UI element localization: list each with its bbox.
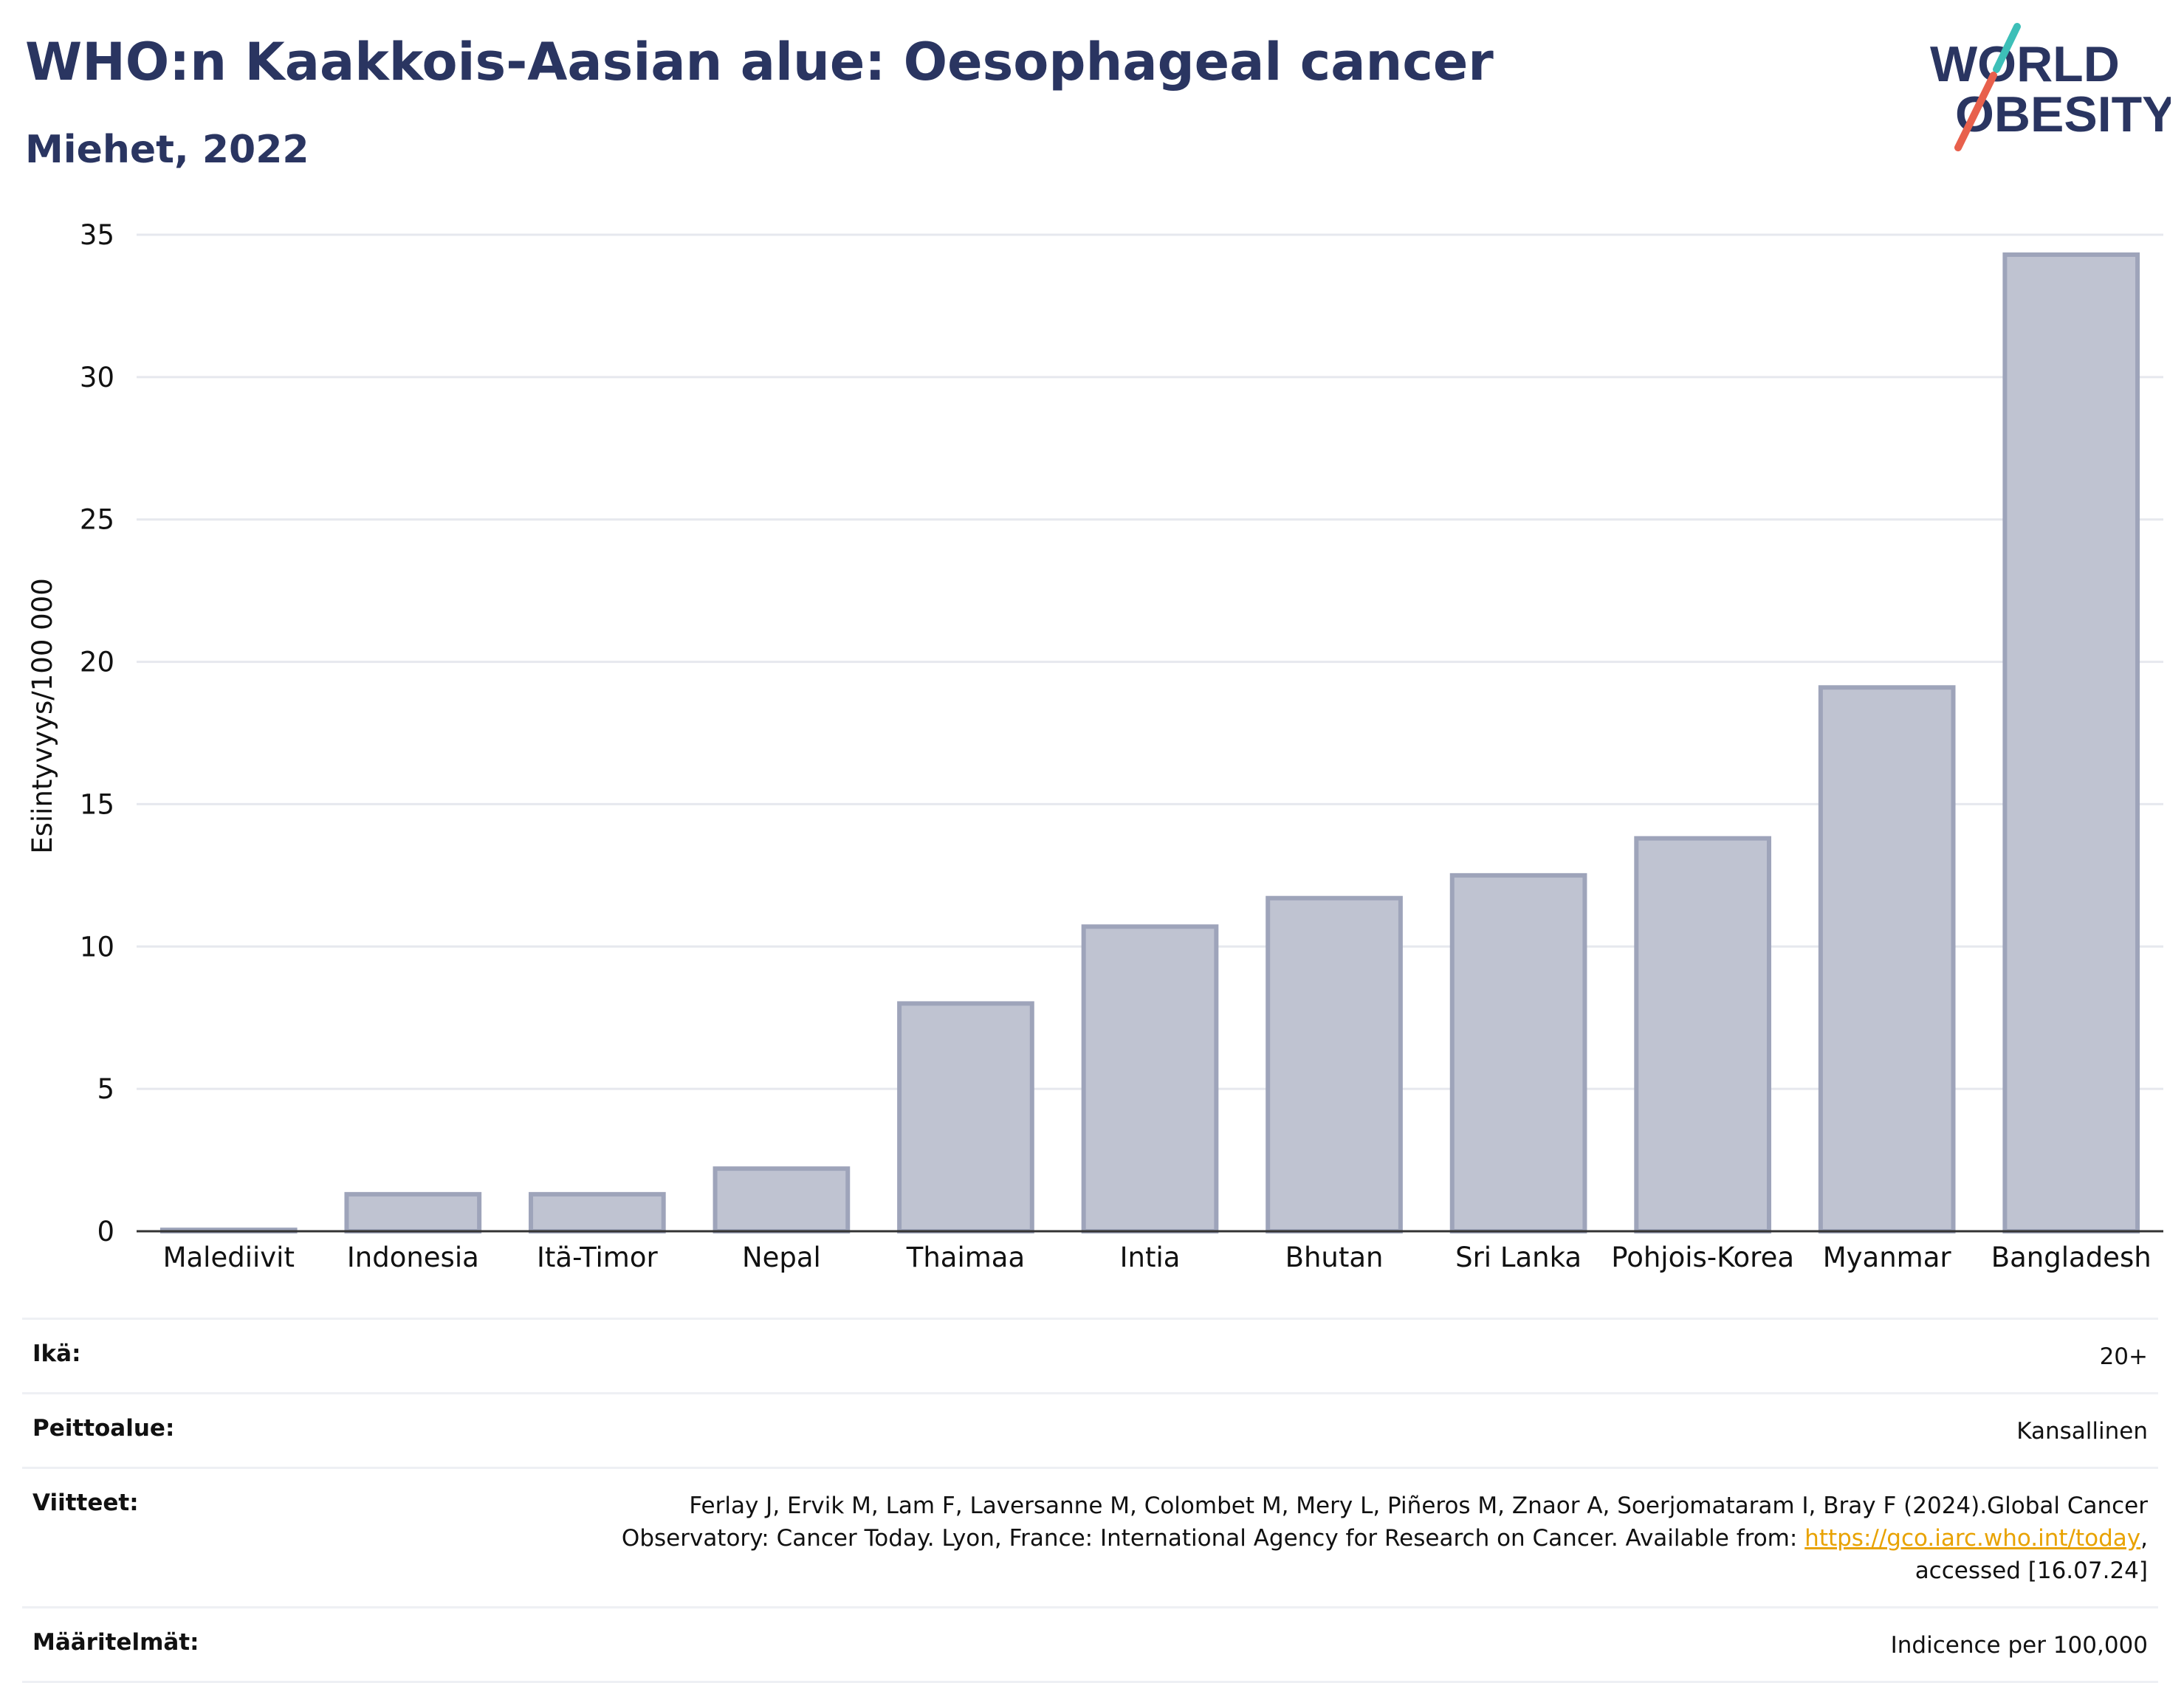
bar-thaimaa	[897, 1001, 1034, 1234]
x-tick-label: Malediivit	[163, 1242, 295, 1273]
bar-chart: 0 5 10 15 20 25 30 35 Malediivit Indonesia Itä-Tim…	[27, 219, 2163, 1273]
bar-bangladesh	[2002, 252, 2140, 1233]
x-tick-label: Pohjois-Korea	[1611, 1242, 1794, 1273]
x-tick-label: Thaimaa	[906, 1242, 1025, 1273]
bar-nepal	[712, 1166, 851, 1233]
info-label-coverage: Peittoalue:	[32, 1415, 175, 1442]
bar-indonesia	[344, 1191, 482, 1234]
info-row-coverage: Peittoalue: Kansallinen	[22, 1392, 2158, 1467]
info-label-age: Ikä:	[32, 1340, 81, 1367]
x-tick-label: Bhutan	[1285, 1242, 1384, 1273]
y-tick-label: 10	[80, 931, 114, 963]
x-tick-label: Intia	[1120, 1242, 1181, 1273]
x-tick-label: Nepal	[742, 1242, 821, 1273]
logo-line2: OBESITY	[1955, 86, 2171, 142]
x-tick-label: Itä-Timor	[537, 1242, 658, 1273]
y-axis-label: Esiintyvyys/100 000	[27, 578, 58, 854]
info-row-definitions: Määritelmät: Indicence per 100,000	[22, 1606, 2158, 1683]
x-tick-label: Indonesia	[347, 1242, 479, 1273]
y-tick-label: 30	[80, 362, 114, 393]
y-tick-label: 15	[80, 788, 114, 820]
logo-slash-top	[1993, 23, 2021, 73]
info-value-references: Ferlay J, Ervik M, Lam F, Laversanne M, …	[560, 1490, 2148, 1587]
info-table: Ikä: 20+ Peittoalue: Kansallinen Viittee…	[22, 1318, 2158, 1683]
info-label-definitions: Määritelmät:	[32, 1629, 199, 1656]
logo-line1: WORLD	[1930, 36, 2120, 92]
info-value-age: 20+	[2099, 1343, 2148, 1370]
references-text-end: , accessed [16.07.24]	[1915, 1525, 2148, 1585]
logo-slash-bottom	[1954, 72, 1997, 151]
bar-it-timor	[529, 1191, 666, 1234]
info-value-definitions: Indicence per 100,000	[1890, 1632, 2148, 1659]
info-label-references: Viitteet:	[32, 1490, 139, 1517]
bars	[159, 252, 2140, 1234]
y-tick-label: 0	[97, 1216, 114, 1247]
chart-subtitle: Miehet, 2022	[25, 128, 309, 172]
y-tick-label: 20	[80, 647, 114, 678]
x-tick-label: Sri Lanka	[1455, 1242, 1582, 1273]
y-tick-label: 5	[97, 1073, 114, 1105]
chart-title: WHO:n Kaakkois-Aasian alue: Oesophageal …	[25, 32, 1494, 92]
world-obesity-logo: WORLD OBESITY	[1930, 23, 2171, 151]
axes: 0 5 10 15 20 25 30 35 Malediivit Indonesia Itä-Tim…	[80, 219, 2163, 1273]
bar-bhutan	[1266, 895, 1403, 1233]
info-row-age: Ikä: 20+	[22, 1318, 2158, 1392]
bar-intia	[1081, 924, 1219, 1233]
x-tick-label: Bangladesh	[1991, 1242, 2152, 1273]
references-link[interactable]: https://gco.iarc.who.int/today	[1804, 1525, 2141, 1552]
info-value-coverage: Kansallinen	[2016, 1418, 2148, 1445]
bar-pohjois-korea	[1634, 836, 1771, 1233]
references-text: Ferlay J, Ervik M, Lam F, Laversanne M, …	[621, 1493, 2148, 1552]
info-row-references: Viitteet: Ferlay J, Ervik M, Lam F, Lave…	[22, 1467, 2158, 1606]
y-tick-label: 35	[80, 219, 114, 251]
y-tick-label: 25	[80, 504, 114, 536]
bar-myanmar	[1818, 685, 1956, 1233]
x-tick-label: Myanmar	[1823, 1242, 1952, 1273]
bar-sri-lanka	[1449, 873, 1587, 1233]
